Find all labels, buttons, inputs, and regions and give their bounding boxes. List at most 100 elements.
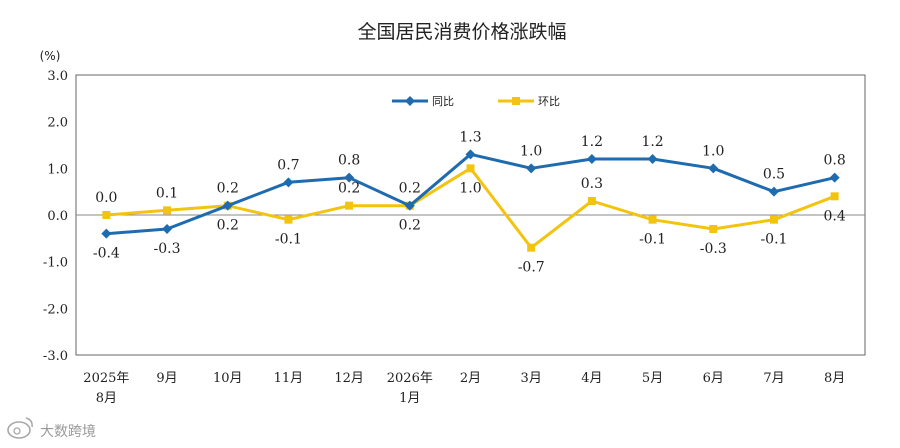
mom-data-label: 0.2: [338, 181, 360, 197]
x-tick-line: 11月: [274, 371, 304, 386]
mom-data-label: -0.7: [518, 260, 545, 276]
x-tick-line: 2026年: [387, 371, 433, 386]
mom-point: [587, 197, 596, 205]
yoy-point: [101, 228, 112, 239]
mom-data-label: -0.1: [760, 232, 787, 248]
watermark-text: 大数跨境: [40, 424, 96, 440]
yoy-data-label: 0.8: [824, 153, 846, 169]
x-tick-line: 3月: [521, 371, 542, 386]
y-axis-unit-label: (%): [40, 49, 61, 63]
x-tick-line: 8月: [824, 371, 845, 386]
mom-data-label: -0.1: [639, 232, 666, 248]
x-tick-label: 8月: [824, 371, 845, 386]
x-tick-label: 2025年 8月: [83, 371, 129, 406]
mom-point: [345, 201, 354, 210]
yoy-data-label: 1.2: [641, 134, 663, 150]
yoy-point: [829, 172, 840, 183]
yoy-data-label: 0.5: [763, 167, 785, 183]
y-tick-label: -3.0: [43, 349, 68, 364]
x-tick-label: 10月: [213, 371, 243, 386]
x-tick-label: 3月: [521, 371, 542, 386]
mom-point: [648, 215, 657, 224]
x-tick-label: 11月: [274, 371, 304, 386]
x-tick-line: 6月: [703, 371, 724, 386]
data-labels-layer: -0.4 -0.3 0.2 0.7 0.8 0.2 1.3 1.0 1.2 1.2 1.0 0.5 0.…: [93, 129, 846, 275]
x-tick-label: 12月: [334, 371, 364, 386]
watermark: 大数跨境: [7, 417, 96, 440]
legend-item-mom: 环比: [498, 95, 560, 108]
yoy-point: [344, 172, 355, 183]
yoy-point: [162, 224, 173, 234]
mom-data-label: -0.3: [700, 241, 727, 257]
yoy-point: [404, 200, 415, 211]
x-tick-line: 2025年: [83, 371, 129, 386]
x-tick-line: 4月: [581, 371, 602, 386]
mom-data-label: 0.2: [399, 218, 421, 234]
y-tick-label: 0.0: [47, 209, 68, 224]
x-tick-line: 5月: [642, 371, 663, 386]
yoy-data-label: 0.8: [338, 153, 360, 169]
yoy-data-label: -0.3: [154, 241, 181, 257]
x-tick-line: 10月: [213, 371, 243, 386]
series-layer: [101, 149, 840, 252]
legend-label-mom: 环比: [538, 95, 560, 108]
yoy-point: [586, 154, 597, 164]
y-tick-label: -1.0: [43, 256, 68, 271]
x-tick-line: 8月: [96, 391, 117, 406]
mom-point: [769, 215, 778, 224]
yoy-data-label: 0.2: [217, 181, 239, 197]
mom-data-label: 0.2: [217, 218, 239, 234]
yoy-point: [465, 149, 476, 160]
yoy-data-label: 1.0: [702, 143, 724, 159]
weibo-style-logo-icon: [7, 417, 33, 439]
mom-point: [709, 225, 718, 233]
legend-marker-yoy: [405, 96, 415, 106]
mom-data-label: 0.0: [95, 190, 117, 206]
x-axis: 2025年 8月 9月 10月 11月 12月 2026年 1月 2月 3月 4月 5月 6月 7月 8月: [83, 371, 845, 406]
x-tick-label: 5月: [642, 371, 663, 386]
legend-item-yoy: 同比: [392, 95, 454, 108]
y-tick-label: 1.0: [47, 162, 68, 177]
yoy-data-label: 0.2: [399, 181, 421, 197]
mom-data-label: 0.3: [581, 176, 603, 192]
yoy-point: [647, 154, 658, 164]
y-axis: 3.0 2.0 1.0 0.0 -1.0 -2.0 -3.0: [43, 69, 68, 364]
yoy-data-label: 1.2: [581, 134, 603, 150]
x-tick-line: 7月: [763, 371, 784, 386]
legend-label-yoy: 同比: [432, 95, 454, 108]
legend-marker-mom: [512, 97, 520, 105]
yoy-point: [222, 200, 233, 211]
mom-data-label: 0.1: [156, 185, 178, 201]
x-tick-label: 2月: [460, 371, 481, 386]
y-tick-label: 3.0: [47, 69, 68, 84]
mom-point: [527, 243, 536, 252]
yoy-data-label: 1.3: [459, 129, 481, 145]
yoy-point: [708, 163, 719, 174]
yoy-point: [526, 163, 537, 174]
y-tick-label: 2.0: [47, 116, 68, 131]
mom-data-label: 1.0: [459, 180, 481, 196]
x-tick-label: 7月: [763, 371, 784, 386]
chart-title: 全国居民消费价格涨跌幅: [357, 21, 566, 43]
mom-data-label: 0.4: [824, 208, 846, 224]
mom-data-label: -0.1: [275, 232, 302, 248]
mom-point: [830, 192, 839, 201]
yoy-data-label: 0.7: [277, 157, 299, 173]
yoy-data-label: -0.4: [93, 246, 120, 262]
mom-point: [102, 211, 111, 219]
x-tick-line: 12月: [334, 371, 364, 386]
yoy-point: [283, 177, 294, 188]
y-tick-label: -2.0: [43, 302, 68, 317]
mom-point: [284, 215, 293, 224]
x-tick-line: 1月: [399, 391, 420, 406]
mom-point: [466, 164, 475, 173]
x-tick-label: 9月: [156, 371, 177, 386]
mom-point: [163, 206, 172, 215]
x-tick-label: 2026年 1月: [387, 371, 433, 406]
x-tick-label: 6月: [703, 371, 724, 386]
yoy-data-label: 1.0: [520, 143, 542, 159]
x-tick-label: 4月: [581, 371, 602, 386]
legend: 同比 环比: [392, 95, 560, 108]
yoy-point: [768, 186, 779, 197]
